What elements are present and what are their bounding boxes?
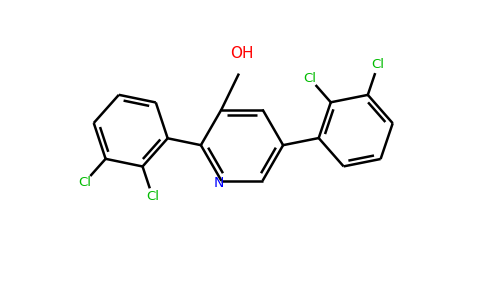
Text: N: N — [214, 176, 224, 190]
Text: OH: OH — [230, 46, 254, 61]
Text: Cl: Cl — [78, 176, 91, 189]
Text: Cl: Cl — [371, 58, 384, 71]
Text: Cl: Cl — [146, 190, 159, 203]
Text: Cl: Cl — [303, 72, 317, 85]
